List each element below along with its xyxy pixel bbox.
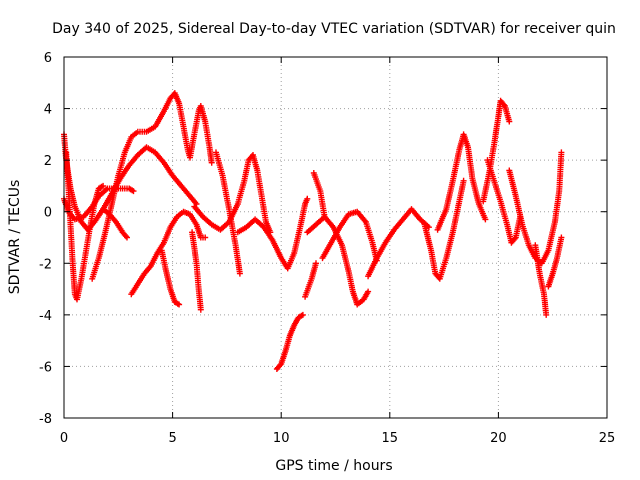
series-track-p [310,170,328,220]
series-track-u [484,157,524,246]
chart-title: Day 340 of 2025, Sidereal Day-to-day VTE… [52,21,616,37]
data-point-markers [484,157,524,246]
series-track-x [545,234,565,290]
series-track-d [89,90,215,282]
series-track-t [480,97,513,205]
series-track-e [100,206,130,241]
x-tick-label: 5 [168,431,176,446]
series-track-k [234,195,311,272]
data-point-markers [89,90,215,282]
data-point-markers [421,177,467,282]
series-track-j [213,149,243,277]
x-tick-label: 0 [60,431,68,446]
y-tick-label: 0 [44,206,52,221]
series-track-o [319,208,380,264]
series-track-f [128,208,209,298]
y-tick-label: -8 [39,412,52,427]
data-marks [61,90,565,372]
x-axis-label: GPS time / hours [275,458,392,474]
data-point-markers [302,260,319,300]
series-track-l [273,311,306,372]
data-point-markers [100,206,130,241]
series-track-i [191,152,274,236]
x-tick-label: 20 [490,431,507,446]
series-track-r [421,177,467,282]
y-tick-label: -4 [39,309,52,324]
data-point-markers [273,311,306,372]
series-track-m [302,260,319,300]
data-point-markers [434,131,489,233]
data-point-markers [189,229,204,313]
x-tick-label: 25 [599,431,616,446]
data-point-markers [158,247,183,308]
data-point-markers [213,149,243,277]
data-point-markers [128,208,209,298]
y-tick-label: 2 [44,154,52,169]
data-point-markers [532,242,550,318]
series-track-q [365,206,432,280]
series-track-g [158,247,183,308]
series-track-h [189,229,204,313]
data-point-markers [480,97,513,205]
data-point-markers [234,195,311,272]
y-tick-label: 4 [44,103,52,118]
axis-ticks: 0 5 10 15 20 25 -8 -6 -4 -2 0 2 4 6 [39,51,615,446]
y-axis-label: SDTVAR / TECUs [7,180,23,295]
data-point-markers [545,234,565,290]
data-point-markers [319,208,380,264]
plot-frame [63,56,608,419]
y-tick-label: -6 [39,360,52,375]
y-tick-label: -2 [39,257,52,272]
x-tick-label: 10 [273,431,290,446]
series-track-w [532,242,550,318]
data-point-markers [310,170,328,220]
data-point-markers [365,206,432,280]
series-track-s [434,131,489,233]
x-tick-label: 15 [382,431,399,446]
y-tick-label: 6 [44,51,52,66]
data-point-markers [191,152,274,236]
